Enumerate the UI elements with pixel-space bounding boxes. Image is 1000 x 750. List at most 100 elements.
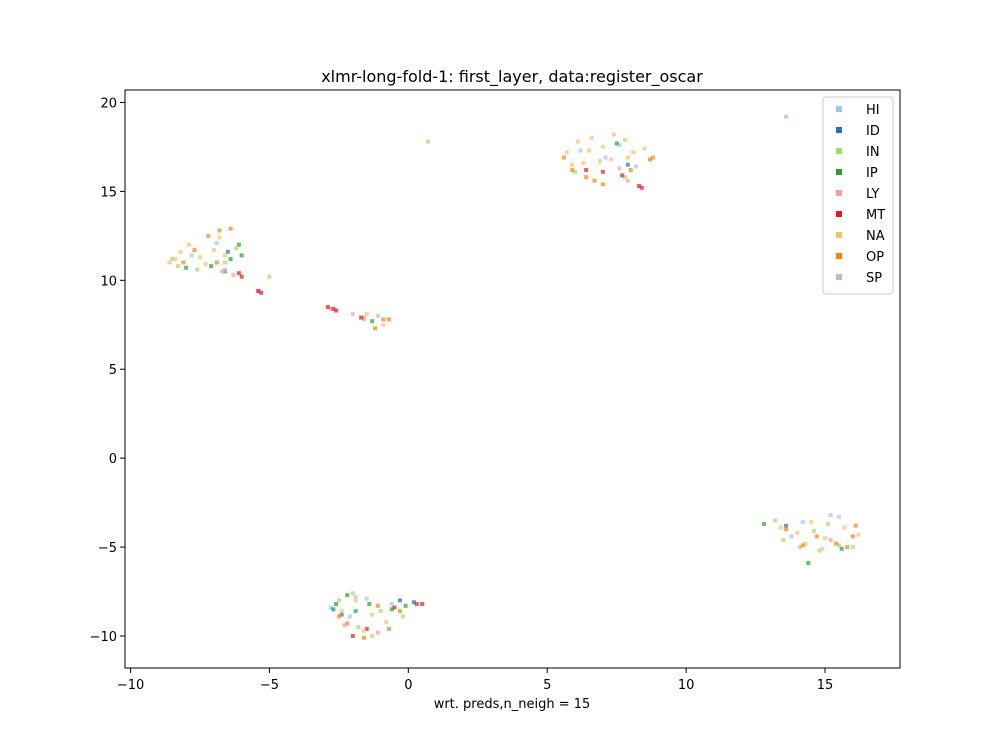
data-point: [625, 155, 630, 160]
data-point: [175, 264, 180, 269]
data-point: [420, 602, 425, 606]
y-axis: −10 −5 0 5 10 15 20: [90, 96, 125, 645]
legend-marker: [836, 232, 842, 238]
data-point: [184, 265, 189, 270]
data-point: [228, 226, 233, 231]
y-tick-label: −10: [90, 630, 117, 645]
data-point: [823, 536, 827, 541]
data-point: [370, 612, 375, 617]
data-point: [584, 168, 589, 172]
data-point: [411, 600, 416, 605]
data-point: [378, 609, 383, 614]
data-point: [334, 602, 339, 606]
data-point: [231, 273, 236, 277]
data-point: [381, 322, 386, 327]
data-point: [236, 242, 241, 247]
data-point: [203, 262, 208, 267]
data-point: [353, 594, 358, 599]
data-point: [361, 628, 366, 633]
series-ID: [225, 162, 789, 617]
legend-label: ID: [866, 124, 880, 139]
data-point: [625, 162, 630, 167]
data-point: [359, 315, 364, 320]
data-point: [214, 260, 219, 265]
data-point: [761, 521, 766, 526]
data-point: [223, 267, 227, 272]
data-point: [564, 150, 569, 155]
data-point: [386, 317, 391, 322]
legend-box: [822, 96, 894, 295]
data-point: [611, 132, 616, 137]
data-point: [614, 141, 619, 146]
data-point: [220, 269, 225, 274]
data-point: [364, 626, 369, 631]
data-point: [348, 614, 352, 619]
data-point: [806, 561, 811, 566]
data-point: [189, 253, 194, 258]
data-point: [578, 148, 583, 153]
series-IP: [184, 141, 844, 614]
data-point: [784, 527, 789, 532]
x-axis: −10 −5 0 5 10 15: [117, 668, 833, 693]
data-point: [217, 228, 222, 233]
data-point: [623, 137, 627, 142]
data-point: [375, 603, 380, 608]
data-point: [195, 267, 200, 272]
data-point: [389, 602, 394, 606]
data-point: [628, 168, 633, 172]
data-point: [778, 525, 783, 530]
x-tick-label: 0: [404, 678, 412, 693]
data-point: [642, 146, 647, 151]
data-point: [225, 249, 230, 254]
data-point: [600, 169, 605, 174]
legend-label: HI: [866, 103, 880, 118]
data-point: [800, 520, 805, 525]
data-point: [575, 139, 580, 144]
data-point: [828, 513, 833, 518]
data-point: [811, 529, 816, 534]
series-SP: [223, 166, 833, 599]
legend-label: SP: [866, 271, 882, 286]
data-point: [373, 326, 377, 331]
data-point: [267, 274, 272, 279]
data-point: [414, 602, 419, 606]
data-point: [334, 308, 339, 313]
data-point: [795, 530, 800, 535]
data-point: [239, 274, 244, 279]
data-point: [600, 144, 605, 149]
data-point: [186, 242, 191, 247]
data-point: [336, 598, 341, 603]
data-point: [820, 546, 825, 551]
legend-label: OP: [866, 250, 884, 265]
data-point: [650, 155, 655, 160]
series-NA: [167, 132, 861, 633]
data-point: [367, 602, 372, 606]
data-point: [648, 157, 652, 162]
data-point: [617, 143, 622, 148]
legend-marker: [836, 148, 842, 154]
data-point: [834, 541, 839, 546]
data-point: [178, 249, 183, 254]
data-points: [167, 114, 861, 640]
data-point: [325, 305, 330, 309]
data-point: [803, 541, 808, 546]
legend-marker: [836, 253, 842, 259]
data-point: [228, 257, 233, 261]
data-point: [209, 264, 214, 269]
data-point: [339, 612, 344, 617]
data-point: [370, 319, 375, 324]
data-point: [167, 260, 172, 265]
legend-marker: [836, 106, 842, 112]
data-point: [345, 621, 350, 626]
chart-title: xlmr-long-fold-1: first_layer, data:regi…: [321, 67, 703, 87]
data-point: [589, 136, 594, 140]
data-point: [592, 178, 597, 183]
data-point: [328, 306, 333, 311]
x-tick-label: 15: [817, 678, 834, 693]
data-point: [398, 609, 402, 614]
y-tick-label: 0: [109, 452, 117, 467]
data-point: [350, 634, 355, 638]
series-OP: [181, 155, 858, 640]
legend-marker: [836, 211, 842, 217]
data-point: [386, 626, 391, 631]
